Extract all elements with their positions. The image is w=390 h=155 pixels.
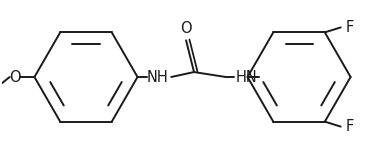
Text: NH: NH: [147, 69, 168, 84]
Text: F: F: [346, 20, 354, 35]
Text: HN: HN: [236, 69, 257, 84]
Text: F: F: [346, 119, 354, 134]
Text: O: O: [180, 21, 192, 36]
Text: O: O: [9, 69, 20, 84]
